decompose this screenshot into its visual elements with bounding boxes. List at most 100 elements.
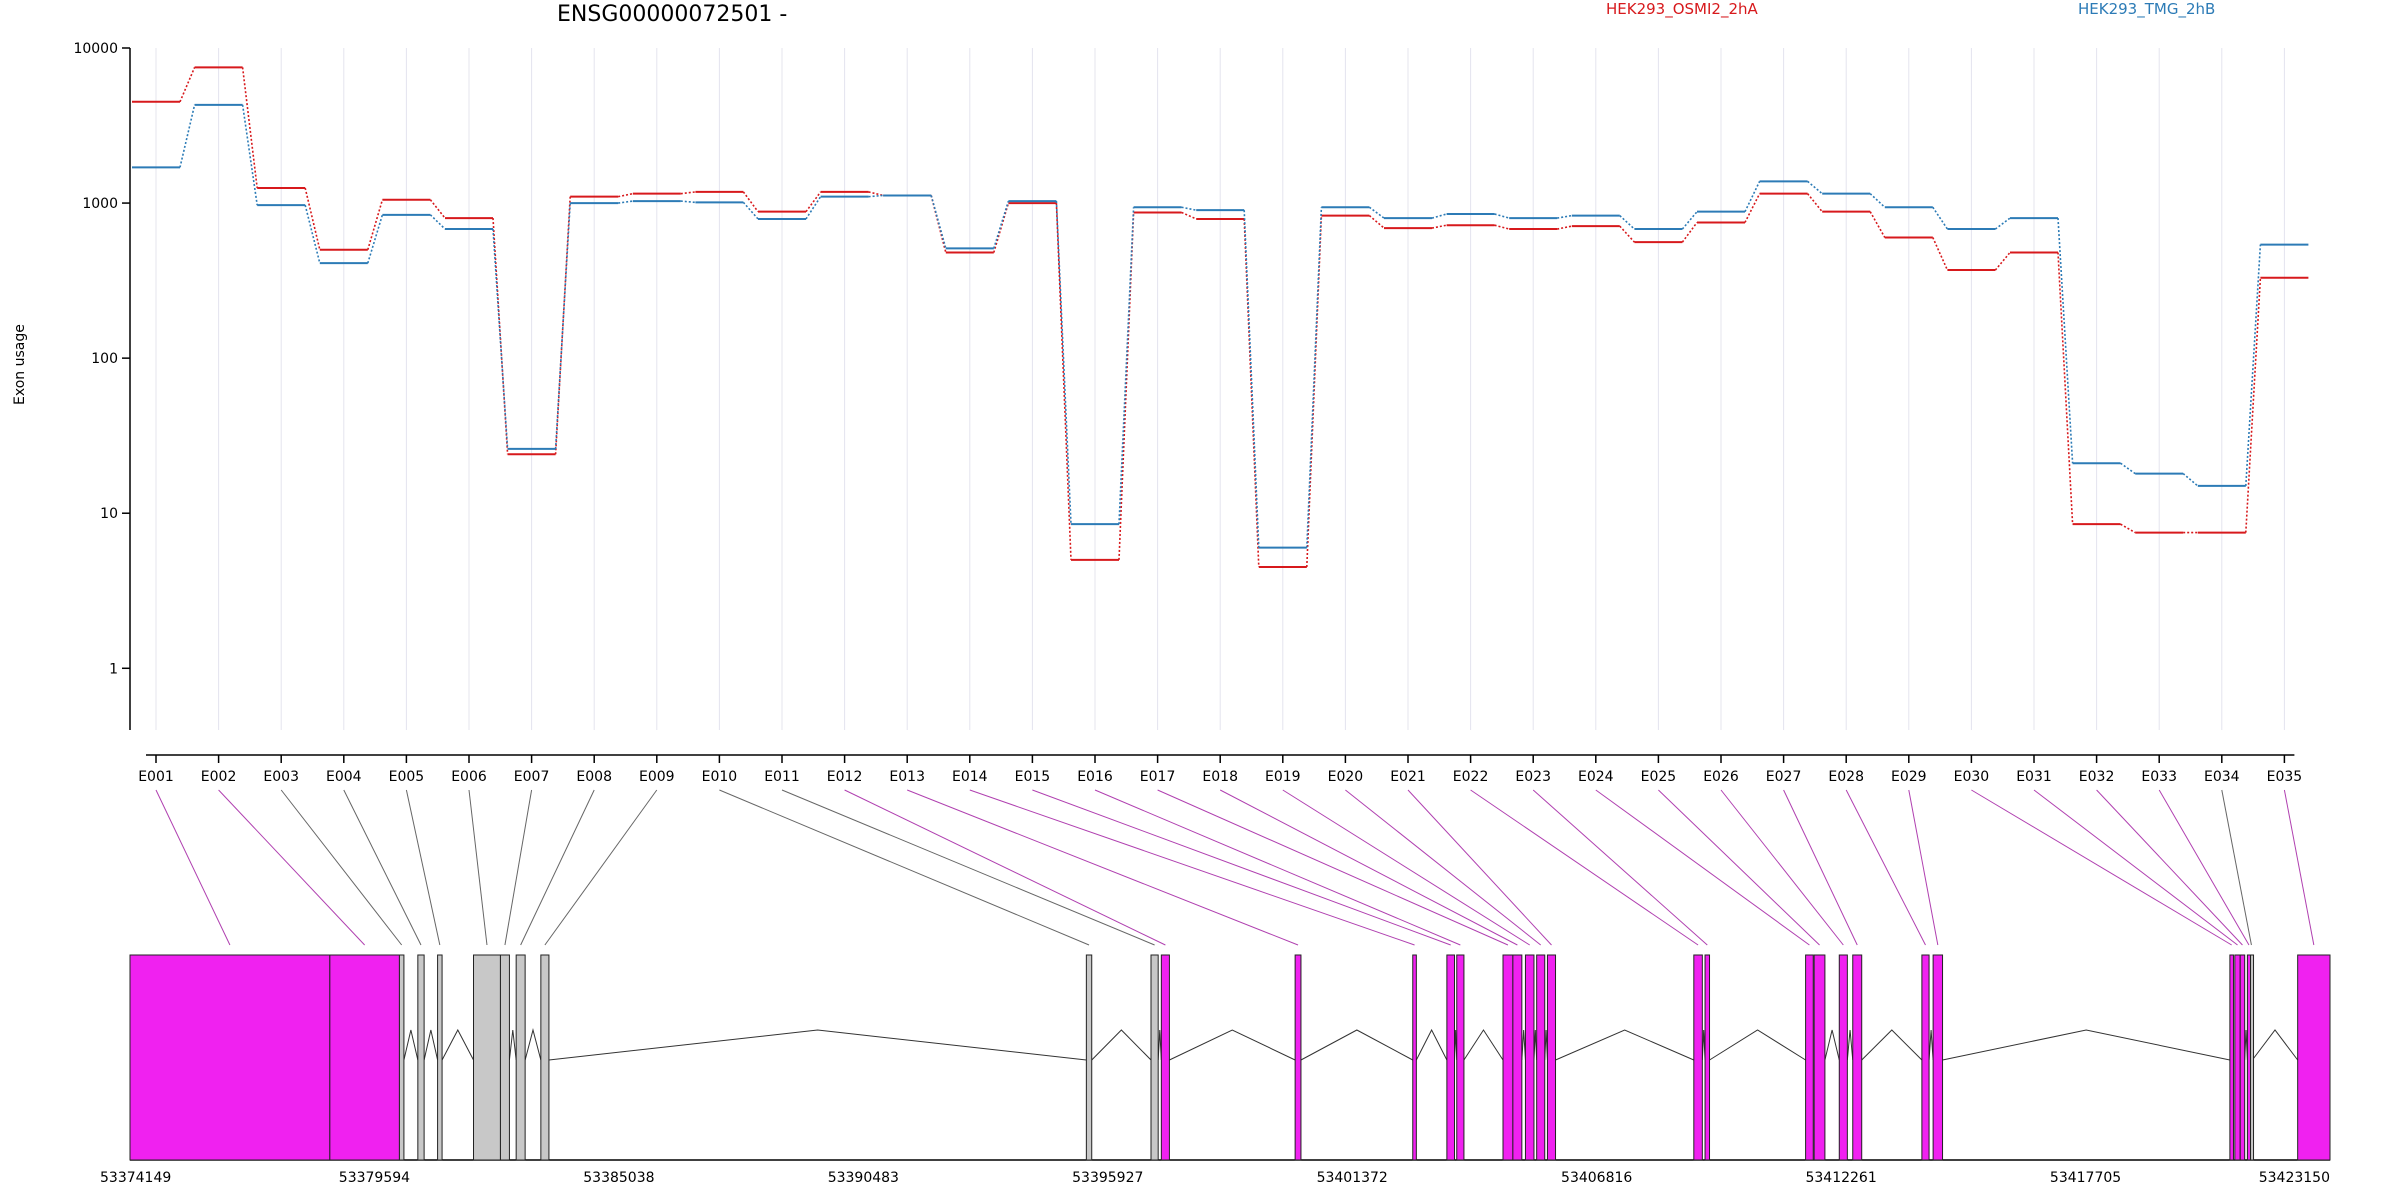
series-connector	[1869, 193, 1886, 208]
exon-box	[1294, 954, 1302, 1161]
intron-line	[1824, 1029, 1840, 1061]
series-connector	[241, 67, 258, 189]
series-connector	[1806, 193, 1823, 213]
x-tick-label: E003	[263, 769, 299, 785]
exon-box	[515, 954, 526, 1161]
series-connector	[1368, 215, 1385, 229]
series-connector	[429, 214, 446, 230]
y-tick-label: 10000	[73, 41, 118, 57]
x-tick-label: E006	[451, 769, 487, 785]
series-connector	[1118, 207, 1135, 525]
series-connector	[1055, 201, 1072, 525]
series-connector	[304, 187, 321, 250]
series-connector	[1055, 203, 1072, 560]
series-connector	[805, 191, 822, 213]
series-connector	[1494, 224, 1510, 230]
exon-box	[2250, 954, 2255, 1161]
exon-connector	[781, 789, 1155, 946]
series-connector	[993, 202, 1010, 253]
x-tick-label: E005	[389, 769, 425, 785]
exon-box	[129, 954, 331, 1161]
x-tick-label: E017	[1140, 769, 1176, 785]
x-tick-label: E033	[2141, 769, 2177, 785]
exon-box	[1524, 954, 1535, 1161]
series-connector	[554, 196, 571, 455]
exon-box	[1160, 954, 1170, 1161]
exon-box	[1502, 954, 1514, 1161]
series-connector	[1118, 212, 1135, 560]
exon-connector	[1532, 789, 1708, 946]
y-tick-label: 10	[100, 506, 118, 522]
x-tick-label: E018	[1202, 769, 1238, 785]
exon-connector	[1032, 789, 1451, 946]
x-tick-label: E021	[1390, 769, 1426, 785]
exon-connector	[1971, 789, 2232, 946]
intron-line	[403, 1029, 419, 1061]
exon-connector	[1345, 789, 1542, 946]
exon-connector	[544, 789, 658, 946]
intron-line	[1846, 1029, 1854, 1061]
exon-connector	[969, 789, 1415, 946]
series-connector	[1932, 206, 1949, 230]
exon-connector	[1720, 789, 1844, 946]
series-connector	[492, 218, 509, 455]
series-connector	[554, 203, 571, 449]
genomic-coordinate-label: 53401372	[1317, 1170, 1388, 1186]
series-connector	[1431, 213, 1447, 219]
x-tick-label: E016	[1077, 769, 1113, 785]
exon-connector	[1845, 789, 1926, 946]
exon-box	[1813, 954, 1826, 1161]
x-tick-label: E023	[1515, 769, 1551, 785]
intron-line	[1169, 1029, 1296, 1061]
series-connector	[868, 194, 884, 198]
series-connector	[1368, 206, 1385, 219]
exon-connector	[2283, 789, 2315, 946]
series-connector	[1994, 217, 2011, 230]
x-tick-label: E022	[1453, 769, 1489, 785]
series-connector	[1807, 180, 1823, 195]
exon-box	[1932, 954, 1944, 1161]
series-connector	[680, 191, 696, 195]
series-connector	[2245, 277, 2262, 533]
exon-connector	[1407, 789, 1552, 946]
exon-connector	[844, 789, 1166, 946]
exon-connector	[1658, 789, 1820, 946]
intron-line	[441, 1028, 474, 1061]
series-connector	[2245, 244, 2262, 486]
exon-connector	[719, 789, 1090, 946]
genomic-coordinate-label: 53395927	[1072, 1170, 1143, 1186]
intron-line	[1942, 1029, 2230, 1061]
exon-connector	[155, 789, 231, 946]
series-connector	[2182, 473, 2199, 487]
exon-connector	[468, 789, 488, 946]
series-connector	[1619, 225, 1635, 243]
exon-connector	[2221, 789, 2252, 946]
series-connector	[179, 67, 196, 103]
series-connector	[618, 200, 633, 204]
legend-entry-series-1: HEK293_OSMI2_2hA	[1606, 0, 1758, 18]
series-connector	[1619, 215, 1635, 230]
exon-box	[398, 954, 405, 1161]
series-connector	[1557, 225, 1572, 230]
chart-title: ENSG00000072501 -	[557, 2, 788, 27]
x-tick-label: E028	[1828, 769, 1864, 785]
exon-box	[2229, 954, 2234, 1161]
x-tick-label: E032	[2079, 769, 2115, 785]
series-connector	[618, 192, 633, 198]
exon-box	[1456, 954, 1465, 1161]
exon-connector	[1219, 789, 1518, 946]
intron-line	[2251, 1029, 2299, 1061]
series-connector	[429, 199, 446, 219]
exon-box	[437, 954, 443, 1161]
genomic-coordinate-label: 53406816	[1561, 1170, 1632, 1186]
exon-box	[1085, 954, 1093, 1161]
intron-line	[1157, 1029, 1162, 1061]
series-connector	[930, 195, 947, 249]
series-connector	[2057, 252, 2074, 525]
exon-connector	[1157, 789, 1509, 946]
x-tick-label: E025	[1641, 769, 1677, 785]
exon-connector	[343, 789, 422, 946]
x-tick-label: E035	[2267, 769, 2303, 785]
series-connector	[2057, 218, 2074, 464]
exon-box	[1536, 954, 1546, 1161]
